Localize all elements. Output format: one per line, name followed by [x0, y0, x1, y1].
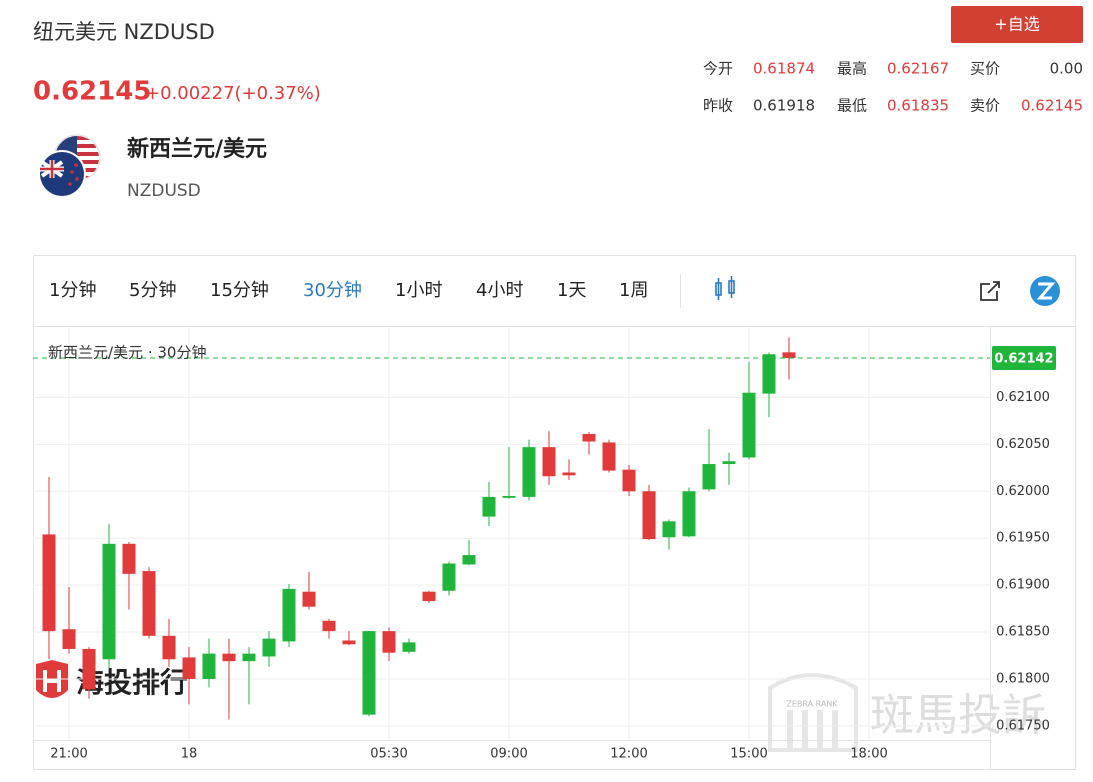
interval-tab[interactable]: 15分钟 [210, 280, 269, 301]
price-change: +0.00227(+0.37%) [145, 83, 321, 104]
candle-body [42, 534, 56, 632]
x-tick-label: 05:30 [370, 747, 407, 762]
candle-body [542, 447, 556, 477]
candle-body [242, 653, 256, 662]
add-watchlist-button[interactable] [951, 6, 1083, 43]
candle-body [122, 543, 136, 574]
stat-value: 0.61835 [887, 97, 949, 115]
stat-label: 最低 [837, 97, 867, 115]
stat-value: 0.61874 [753, 60, 815, 78]
candle-body [742, 392, 756, 458]
candle-type-icon[interactable] [715, 276, 735, 300]
interval-tab[interactable]: 1分钟 [49, 280, 96, 301]
candle-body [182, 657, 196, 679]
y-tick-label: 0.61750 [996, 718, 1050, 733]
chart-legend: 新西兰元/美元 · 30分钟 [48, 344, 206, 362]
candle-body [562, 472, 576, 476]
candle-body [702, 464, 716, 490]
watermark-small: ZEBRA RANK [786, 700, 838, 709]
candle-body [482, 496, 496, 517]
candle-body [302, 591, 316, 607]
candle-body [102, 543, 116, 660]
instrument-code: NZDUSD [127, 181, 201, 201]
last-price: 0.62145 [33, 77, 151, 107]
stat-label: 卖价 [970, 97, 1000, 115]
y-tick-label: 0.61850 [996, 625, 1050, 640]
candle-body [82, 648, 96, 690]
y-tick-label: 0.61900 [996, 578, 1050, 593]
x-tick-label: 09:00 [490, 747, 527, 762]
chart-frame [33, 255, 1076, 770]
candle-body [782, 352, 796, 358]
interval-tab[interactable]: 30分钟 [303, 280, 362, 301]
candle-body [162, 635, 176, 660]
interval-tab[interactable]: 4小时 [476, 280, 523, 301]
candle-body [442, 563, 456, 591]
stat-value: 0.61918 [753, 97, 815, 115]
interval-tab[interactable]: 1天 [557, 280, 586, 301]
x-tick-label: 18:00 [850, 747, 887, 762]
candle-body [662, 521, 676, 538]
candle-body [402, 642, 416, 652]
x-tick-label: 12:00 [610, 747, 647, 762]
candle-body [382, 631, 396, 653]
instrument-name: 新西兰元/美元 [127, 136, 267, 162]
candle-body [582, 434, 596, 442]
stat-value: 0.62145 [1021, 97, 1083, 115]
stat-label: 昨收 [703, 97, 733, 115]
y-tick-label: 0.62000 [996, 484, 1050, 499]
x-tick-label: 21:00 [50, 747, 87, 762]
candle-body [262, 638, 276, 657]
candle-body [422, 591, 436, 602]
candle-body [62, 629, 76, 649]
add-watchlist-label[interactable]: +自选 [994, 15, 1039, 34]
candle-body [622, 469, 636, 492]
interval-tab[interactable]: 1周 [619, 280, 648, 301]
candle-body [522, 447, 536, 497]
candle-body [462, 555, 476, 565]
stat-label: 最高 [837, 60, 867, 78]
x-tick-label: 15:00 [730, 747, 767, 762]
last-price-badge [992, 345, 1056, 370]
y-tick-label: 0.61950 [996, 531, 1050, 546]
candle-body [762, 354, 776, 394]
popout-icon[interactable] [980, 281, 1000, 301]
y-tick-label: 0.61800 [996, 671, 1050, 686]
watermark-right [768, 673, 858, 752]
candle-body [322, 620, 336, 632]
candle-body [202, 653, 216, 679]
candle-body [282, 588, 296, 642]
candle-body [342, 640, 356, 645]
candle-body [722, 461, 736, 465]
watermark-text: 斑馬投訴 [870, 690, 1046, 741]
currency-flags [38, 134, 101, 198]
candle-body [222, 653, 236, 662]
interval-tab[interactable]: 5分钟 [129, 280, 176, 301]
stat-value: 0.62167 [887, 60, 949, 78]
brand-icon-glyph [1036, 282, 1056, 300]
last-price-label: 0.62142 [994, 351, 1053, 366]
y-tick-label: 0.62100 [996, 390, 1050, 405]
stat-value: 0.00 [1050, 60, 1083, 78]
interval-tab[interactable]: 1小时 [395, 280, 442, 301]
candle-body [502, 495, 516, 498]
x-tick-label: 18 [181, 747, 198, 762]
stat-label: 今开 [703, 60, 733, 78]
candle-body [362, 631, 376, 715]
candle-body [682, 491, 696, 537]
stat-label: 买价 [970, 60, 1000, 78]
candle-body [142, 571, 156, 636]
page-title: 纽元美元 NZDUSD [33, 20, 215, 44]
candle-body [642, 491, 656, 540]
y-tick-label: 0.62050 [996, 437, 1050, 452]
candle-body [602, 442, 616, 471]
